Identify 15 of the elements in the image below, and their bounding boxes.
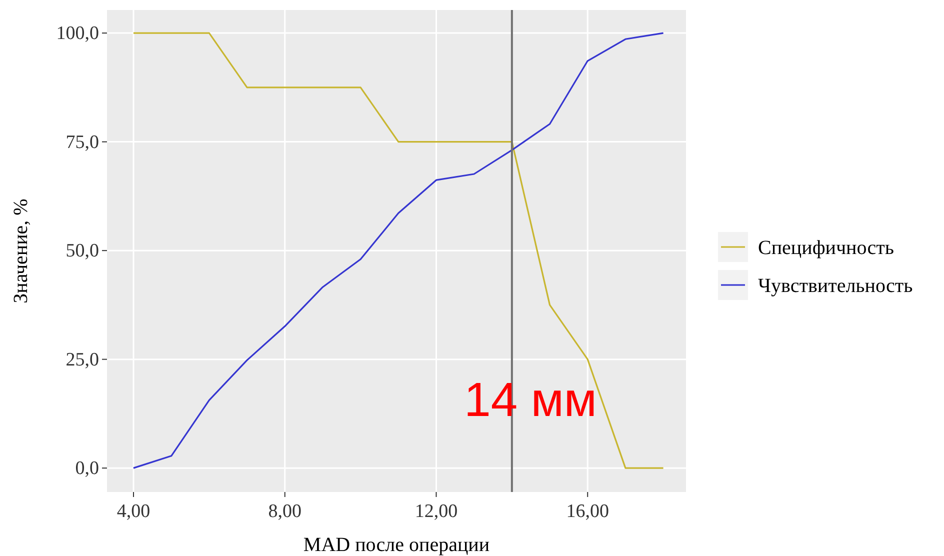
legend-label: Специфичность [758, 237, 894, 259]
y-tick-label: 75,0 [66, 132, 99, 153]
ref-line-label: 14 мм [464, 374, 597, 427]
x-axis-title: MAD после операции [303, 534, 490, 556]
y-tick-label: 25,0 [66, 349, 99, 370]
y-tick-label: 50,0 [66, 240, 99, 262]
x-tick-label: 12,00 [414, 501, 458, 522]
x-tick-label: 8,00 [268, 501, 302, 522]
line-series [132, 32, 664, 469]
x-tick-label: 4,00 [116, 501, 150, 522]
y-tick-label: 100,0 [56, 23, 99, 44]
legend-label: Чувствительность [758, 275, 913, 297]
y-axis-title: Значение, % [10, 198, 32, 304]
x-tick-label: 16,00 [566, 501, 609, 522]
y-tick-label: 0,0 [75, 458, 99, 480]
